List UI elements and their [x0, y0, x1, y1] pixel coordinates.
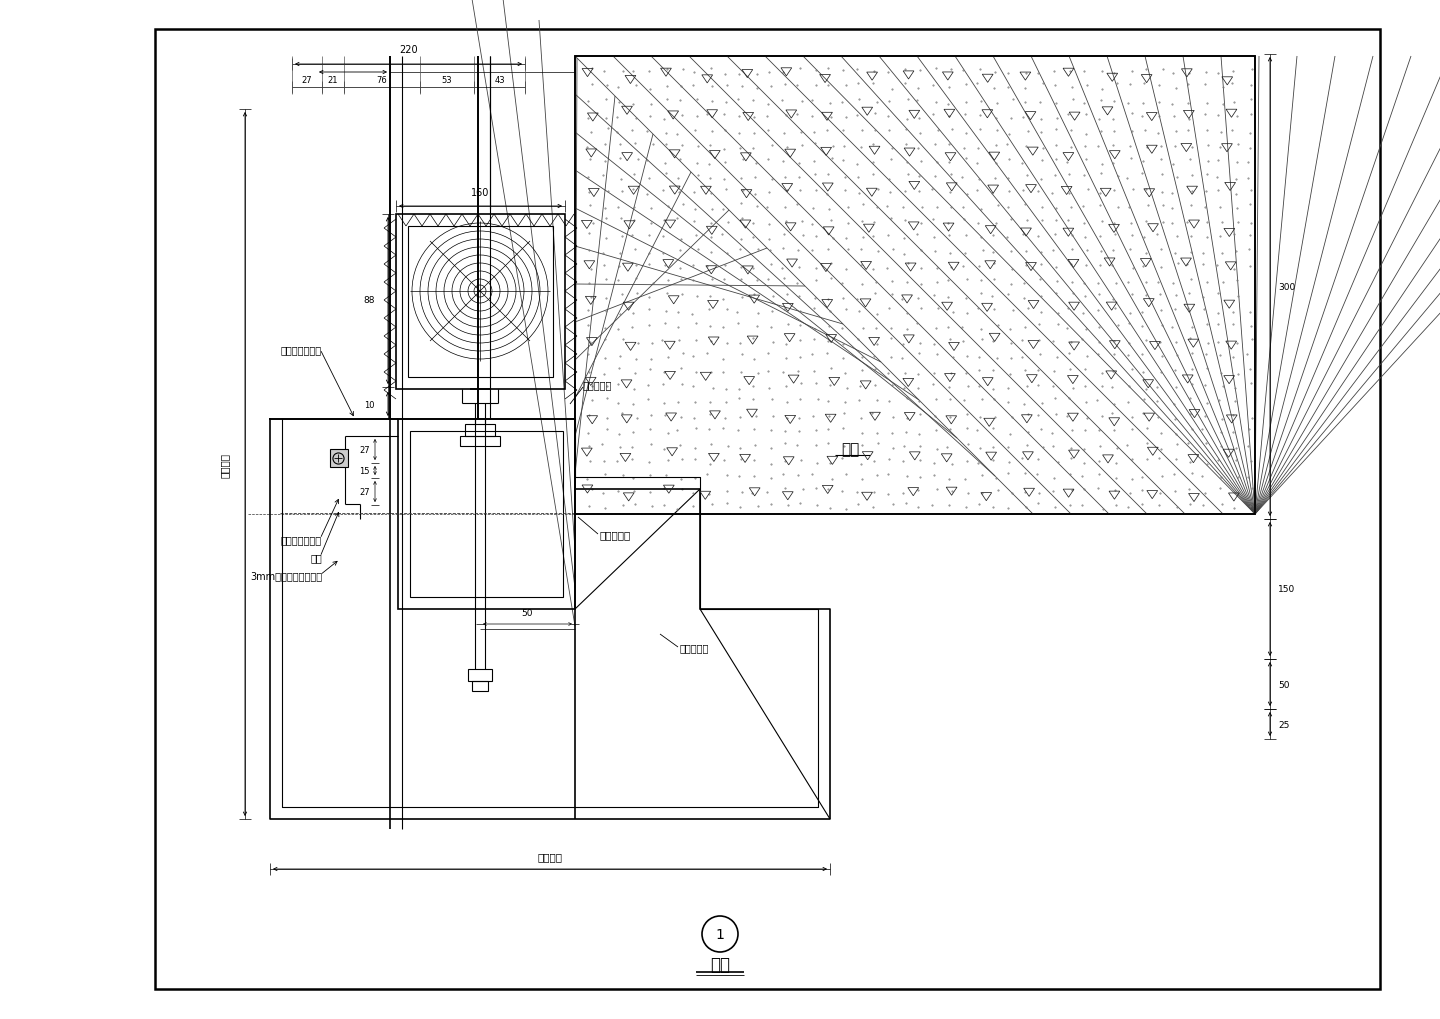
- Text: 室内: 室内: [841, 442, 860, 458]
- Text: 耐候胶泡沫棒棒: 耐候胶泡沫棒棒: [281, 344, 323, 355]
- Bar: [465, 425, 495, 436]
- Text: 27: 27: [302, 75, 312, 85]
- Text: 3mm板面喷涂单层铝板: 3mm板面喷涂单层铝板: [251, 571, 323, 581]
- Text: 15: 15: [360, 467, 370, 476]
- Text: 铝合金立柱: 铝合金立柱: [583, 380, 612, 389]
- Text: 室外: 室外: [710, 955, 730, 973]
- Text: 220: 220: [399, 45, 418, 55]
- Text: 150: 150: [1277, 585, 1295, 594]
- Text: 27: 27: [360, 445, 370, 454]
- Bar: [396, 215, 564, 389]
- Text: 76: 76: [377, 75, 387, 85]
- Text: 88: 88: [363, 296, 374, 305]
- Text: 25: 25: [1277, 719, 1289, 729]
- Bar: [459, 436, 500, 446]
- Text: 27: 27: [360, 487, 370, 496]
- Text: 160: 160: [471, 187, 490, 198]
- Text: 21: 21: [328, 75, 338, 85]
- Text: 50: 50: [1277, 680, 1289, 689]
- Text: 胶条: 胶条: [310, 552, 323, 562]
- Text: 43: 43: [494, 75, 505, 85]
- Bar: [410, 432, 563, 597]
- Bar: [468, 669, 492, 682]
- Text: 10: 10: [364, 400, 374, 409]
- Text: 1: 1: [716, 927, 724, 942]
- Text: 铝合金模板: 铝合金模板: [680, 642, 710, 652]
- Bar: [330, 449, 348, 468]
- Text: 300: 300: [1277, 282, 1295, 291]
- Text: 分格尺寸: 分格尺寸: [537, 851, 563, 861]
- Text: 50: 50: [521, 608, 533, 618]
- Text: 混凝土结构: 混凝土结构: [600, 530, 631, 539]
- Bar: [575, 57, 1256, 515]
- Text: 53: 53: [442, 75, 452, 85]
- Bar: [575, 57, 1256, 515]
- Bar: [397, 420, 575, 609]
- Bar: [408, 227, 553, 378]
- Bar: [156, 30, 1380, 989]
- Text: 不锈钢机制螺钉: 不锈钢机制螺钉: [281, 535, 323, 544]
- Text: 外墙尺寸: 外墙尺寸: [220, 452, 230, 477]
- Bar: [472, 682, 488, 691]
